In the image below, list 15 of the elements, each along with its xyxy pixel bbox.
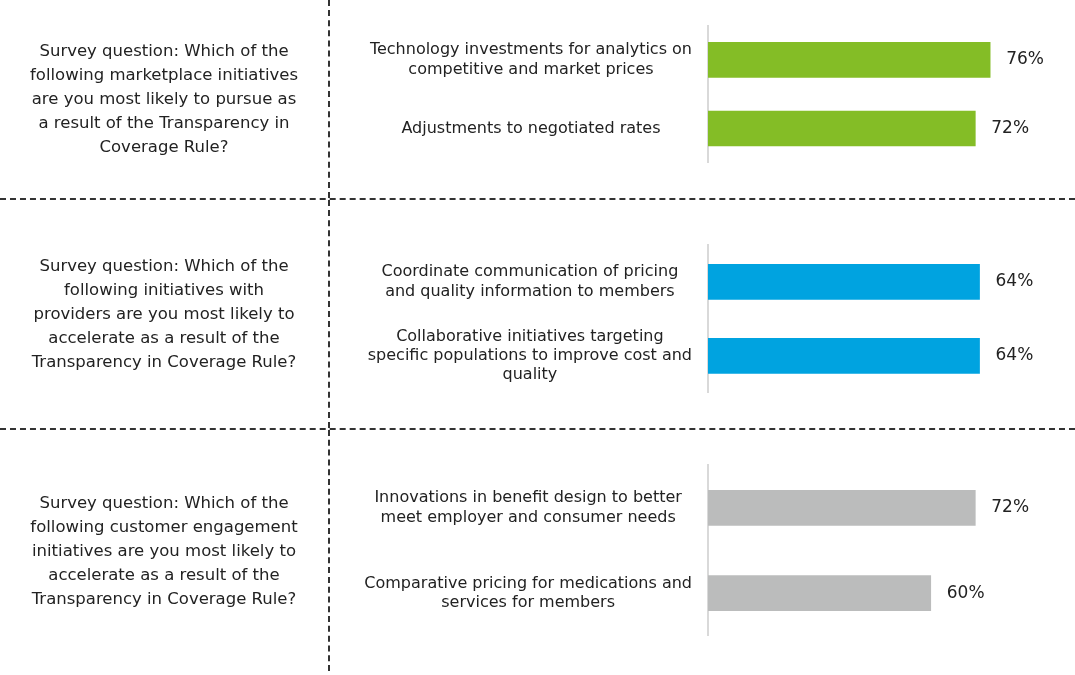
data-label: 60% — [946, 581, 985, 602]
data-label: 64% — [995, 270, 1034, 291]
text: Survey question: Which of the following marketplace initiatives are you most likely to pursue as a result of the Transparency in Coverage Rule? — [0, 0, 330, 198]
text: Survey question: Which of the following customer engagement initiatives are you most likely to accelerate as a result of the Transparency in Coverage Rule? — [0, 430, 330, 671]
data-label: 72% — [991, 116, 1030, 137]
y-tick-label: Comparative pricing for medications and services for members — [364, 572, 692, 611]
data-label: 72% — [991, 496, 1030, 517]
y-tick-label: Coordinate communication of pricing and quality information to members — [381, 261, 679, 300]
y-tick-label: Technology investments for analytics on competitive and market prices — [368, 39, 692, 78]
data-label: 64% — [995, 344, 1034, 365]
data-label: 76% — [1006, 48, 1044, 69]
text: Survey question: Which of the following initiatives with providers are you most likely to accelerate as a result of the Transparency in Coverage Rule? — [0, 200, 330, 428]
y-tick-label: Collaborative initiatives targeting specific populations to improve cost and quality — [367, 325, 692, 384]
y-tick-label: Adjustments to negotiated rates — [401, 117, 661, 137]
y-tick-label: Innovations in benefit design to better meet employer and consumer needs — [374, 487, 683, 526]
